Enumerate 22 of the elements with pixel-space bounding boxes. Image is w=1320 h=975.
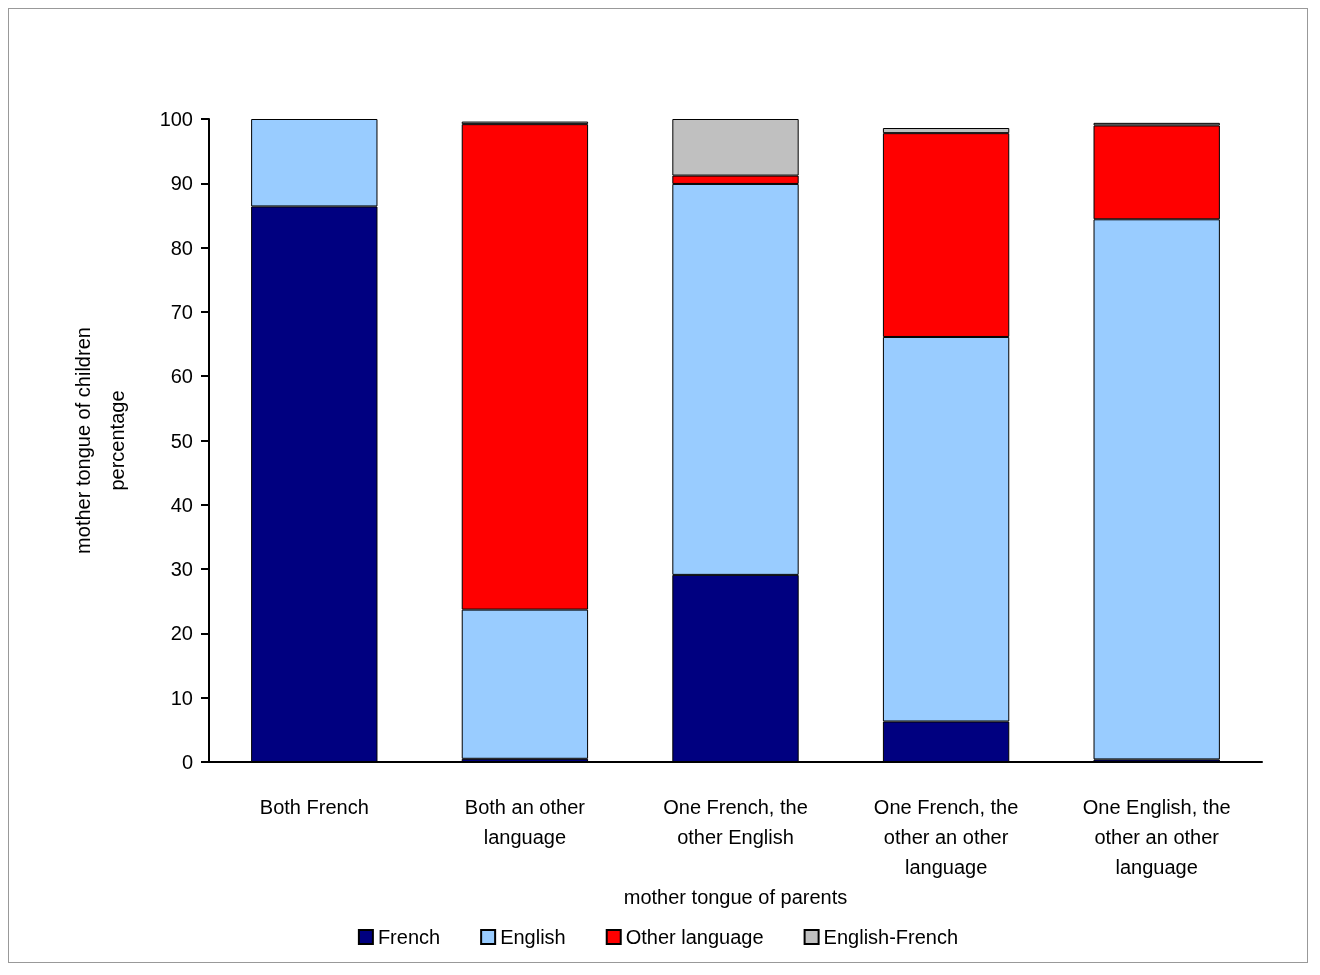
y-tick-label: 90: [170, 172, 193, 195]
legend-label: French: [377, 926, 441, 948]
x-tick-label: One French, the other an other language: [873, 796, 1019, 878]
y-tick-label: 80: [170, 236, 193, 259]
x-tick-label: One French, the other English: [663, 796, 808, 848]
legend-label: English-French: [823, 926, 959, 948]
y-tick-label: 20: [170, 622, 193, 645]
x-axis-title: mother tongue of parents: [623, 885, 848, 908]
y-tick-label: 10: [170, 686, 193, 709]
y-tick-label: 70: [170, 300, 193, 323]
y-tick-label: 60: [170, 365, 193, 388]
y-tick-label: 40: [170, 493, 193, 516]
x-tick-label: One English, the other an other language: [1082, 796, 1231, 878]
y-tick-label: 100: [159, 108, 193, 130]
y-tick-label: 30: [170, 558, 193, 581]
legend-label: English: [500, 926, 566, 948]
legend-label: Other language: [625, 926, 764, 948]
x-tick-label: Both an other language: [464, 796, 586, 848]
x-tick-label: Both French: [259, 796, 369, 818]
y-axis-title: mother tongue of children percentage: [72, 327, 128, 554]
y-tick-label: 50: [170, 429, 193, 452]
y-tick-label: 0: [181, 751, 193, 773]
